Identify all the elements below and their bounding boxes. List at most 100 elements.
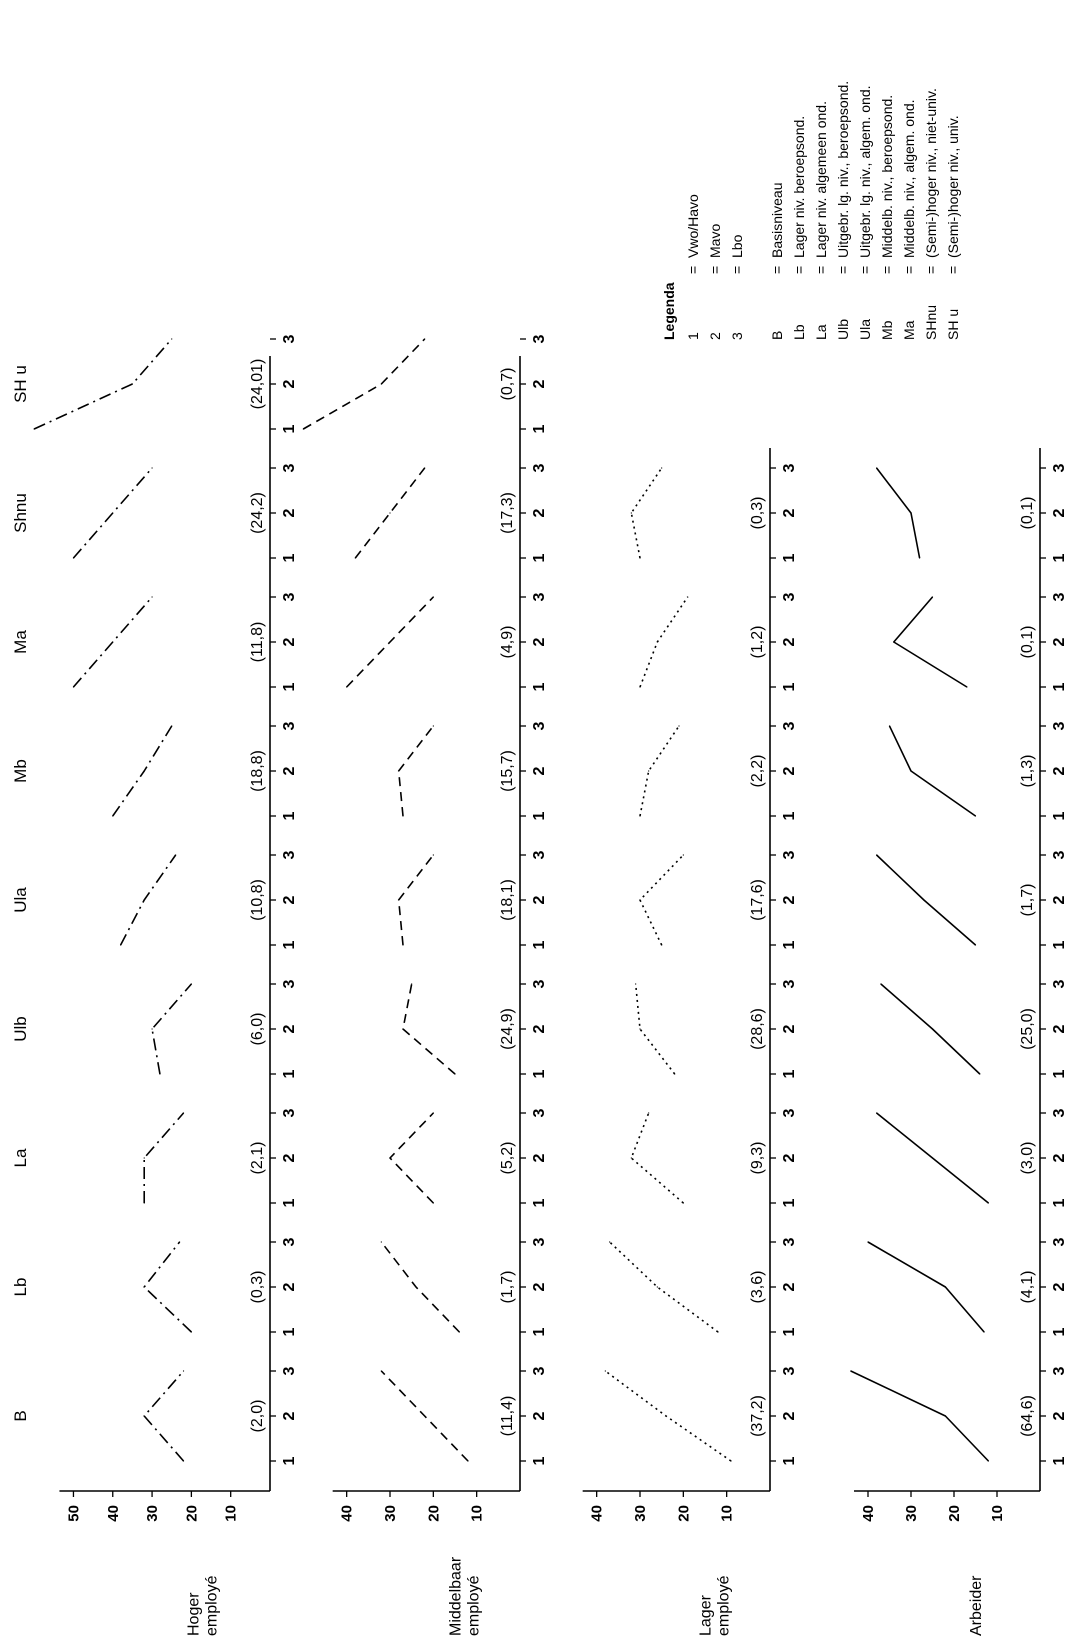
row-label: Lager	[697, 1594, 714, 1636]
x-tick-label: 2	[531, 379, 548, 388]
group-pct-label: (18,1)	[499, 879, 516, 921]
group-pct-label: (4,1)	[1019, 1271, 1036, 1304]
legend-desc: Lager niv. algemeen ond.	[813, 101, 829, 258]
x-tick-label: 3	[281, 592, 298, 601]
series-line	[888, 725, 976, 817]
x-tick-label: 2	[1051, 1024, 1068, 1033]
group-pct-label: (10,8)	[249, 879, 266, 921]
data-point	[648, 1112, 650, 1114]
y-tick-label: 10	[469, 1505, 486, 1522]
x-tick-label: 3	[531, 1237, 548, 1246]
x-tick-label: 3	[781, 592, 798, 601]
x-tick-label: 1	[531, 1456, 548, 1465]
legend-x-items: 1 = Vwo/Havo 2 = Mavo 3 = Lbo	[682, 81, 748, 340]
x-tick-label: 2	[1051, 1153, 1068, 1162]
data-point	[639, 1028, 641, 1030]
series-line	[867, 1241, 985, 1333]
x-tick-label: 3	[1051, 463, 1068, 472]
x-tick-label: 2	[531, 508, 548, 517]
data-point	[661, 467, 663, 469]
x-tick-label: 1	[281, 1327, 298, 1336]
legend-desc: Middelb. niv., algem. ond.	[901, 99, 917, 259]
row-label: employé	[465, 1575, 482, 1636]
x-tick-label: 1	[781, 682, 798, 691]
row-label: Hoger	[186, 1592, 203, 1636]
x-tick-label: 3	[781, 463, 798, 472]
x-tick-label: 3	[281, 1108, 298, 1117]
x-tick-label: 2	[781, 508, 798, 517]
data-point	[923, 899, 925, 901]
x-tick-label: 2	[781, 1411, 798, 1420]
x-tick-label: 2	[781, 1153, 798, 1162]
x-tick-label: 3	[1051, 592, 1068, 601]
x-tick-label: 1	[531, 1069, 548, 1078]
x-tick-label: 1	[281, 1456, 298, 1465]
legend-key: SHnu	[923, 304, 939, 340]
data-point	[432, 596, 434, 598]
x-tick-label: 1	[781, 1327, 798, 1336]
group-pct-label: (0,3)	[249, 1271, 266, 1304]
x-tick-label: 2	[531, 895, 548, 904]
legend-desc: Middelb. niv., beroepsond.	[879, 94, 895, 258]
group-pct-label: (37,2)	[749, 1395, 766, 1437]
data-point	[454, 1073, 456, 1075]
x-tick-label: 3	[281, 334, 298, 343]
legend-equals: =	[791, 265, 807, 274]
data-point	[931, 596, 934, 598]
legend-item: La = Lager niv. algemeen ond.	[810, 81, 832, 340]
x-tick-label: 1	[1051, 1327, 1068, 1336]
data-point	[604, 1370, 606, 1372]
data-point	[398, 770, 400, 772]
legend-group-items: B = Basisniveau Lb = Lager niv. beroepso…	[766, 81, 964, 340]
data-point	[888, 725, 891, 727]
data-point	[983, 1331, 985, 1333]
group-pct-label: (25,0)	[1019, 1008, 1036, 1050]
x-tick-label: 3	[1051, 1237, 1068, 1246]
group-pct-label: (64,6)	[1019, 1395, 1036, 1437]
data-point	[609, 1241, 611, 1243]
group-pct-label: (1,2)	[749, 626, 766, 659]
x-tick-label: 3	[281, 1237, 298, 1246]
data-point	[931, 1157, 934, 1159]
group-pct-label: (0,7)	[499, 368, 516, 401]
data-point	[151, 596, 153, 598]
legend-equals: =	[835, 265, 851, 274]
data-point	[467, 1460, 469, 1462]
x-tick-label: 3	[281, 463, 298, 472]
x-tick-label: 3	[531, 334, 548, 343]
data-point	[402, 1028, 404, 1030]
x-tick-label: 1	[281, 553, 298, 562]
y-tick-label: 20	[946, 1505, 963, 1522]
data-point	[880, 983, 882, 985]
series-line	[397, 725, 434, 817]
group-code-label: La	[11, 1148, 30, 1167]
legend-key: 3	[729, 332, 745, 340]
data-point	[389, 1157, 391, 1159]
x-tick-label: 2	[281, 766, 298, 775]
data-point	[72, 686, 75, 688]
x-tick-label: 1	[281, 940, 298, 949]
legend: Legenda 1 = Vwo/Havo 2 = Mavo 3 = Lbo B …	[658, 81, 964, 340]
legend-title: Legenda	[661, 282, 677, 340]
y-tick-label: 30	[903, 1505, 920, 1522]
x-tick-label: 1	[531, 682, 548, 691]
group-pct-label: (17,6)	[749, 879, 766, 921]
data-point	[974, 815, 977, 817]
legend-item: Mb = Middelb. niv., beroepsond.	[876, 81, 898, 340]
x-tick-label: 2	[1051, 895, 1068, 904]
x-tick-label: 1	[781, 811, 798, 820]
data-point	[380, 1370, 382, 1372]
x-tick-label: 2	[281, 1024, 298, 1033]
series-line	[639, 596, 689, 688]
group-pct-label: (5,2)	[499, 1142, 516, 1175]
data-point	[910, 512, 912, 514]
group-pct-label: (1,7)	[499, 1271, 516, 1304]
data-point	[893, 641, 895, 643]
legend-desc: Basisniveau	[769, 182, 785, 259]
x-tick-label: 2	[281, 895, 298, 904]
group-pct-label: (24,01)	[249, 359, 266, 410]
data-point	[182, 1370, 185, 1372]
group-pct-label: (0,3)	[749, 497, 766, 530]
series-line	[630, 467, 663, 559]
data-point	[635, 983, 637, 985]
